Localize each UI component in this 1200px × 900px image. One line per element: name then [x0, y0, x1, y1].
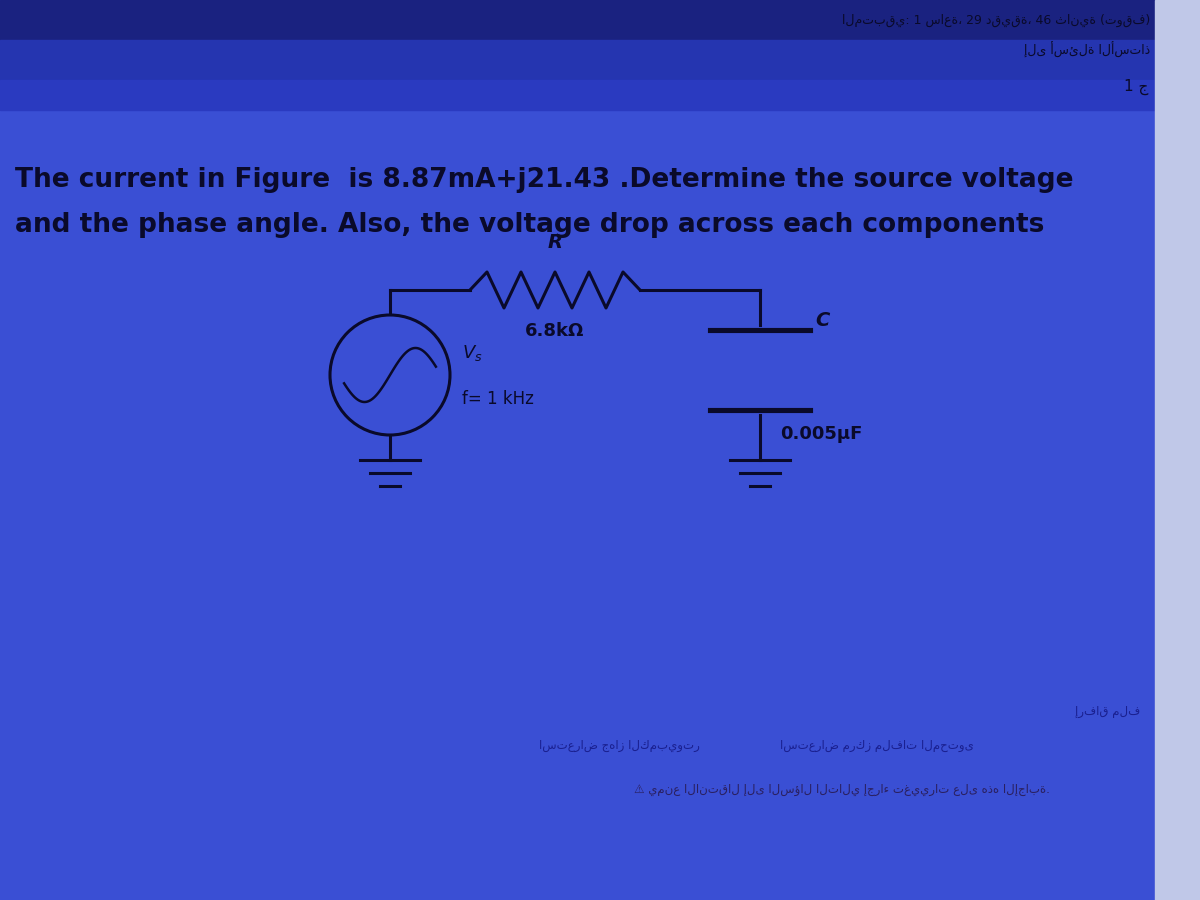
- Bar: [0, 0, 1200, 40]
- Text: إرفاق ملف: إرفاق ملف: [1075, 706, 1140, 718]
- Text: 6.8kΩ: 6.8kΩ: [526, 322, 584, 340]
- Text: المتبقي: 1 ساعة، 29 دقيقة، 46 ثانية (توقف): المتبقي: 1 ساعة، 29 دقيقة، 46 ثانية (توق…: [841, 14, 1150, 27]
- Text: R: R: [547, 233, 563, 252]
- Text: $V_s$: $V_s$: [462, 343, 482, 363]
- Text: استعراض مركز ملفات المحتوى: استعراض مركز ملفات المحتوى: [780, 739, 973, 752]
- Text: 0.005μF: 0.005μF: [780, 425, 863, 443]
- Text: The current in Figure  is 8.87mA+j21.43 .Determine the source voltage: The current in Figure is 8.87mA+j21.43 .…: [14, 167, 1074, 193]
- Text: استعراض جهاز الكمبيوتر: استعراض جهاز الكمبيوتر: [539, 739, 700, 752]
- Text: إلى أسئلة الأستاذ: إلى أسئلة الأستاذ: [1024, 42, 1150, 58]
- Text: and the phase angle. Also, the voltage drop across each components: and the phase angle. Also, the voltage d…: [14, 212, 1044, 238]
- Bar: [0, 40, 1200, 80]
- Text: 1 ج: 1 ج: [1123, 79, 1148, 95]
- Text: ⚠ يمنع الانتقال إلى السؤال التالي إجراء تغييرات على هذه الإجابة.: ⚠ يمنع الانتقال إلى السؤال التالي إجراء …: [634, 784, 1050, 796]
- Bar: [0, 80, 1200, 110]
- Text: f= 1 kHz: f= 1 kHz: [462, 390, 534, 408]
- Text: C: C: [815, 310, 829, 329]
- Bar: [1154, 0, 1200, 900]
